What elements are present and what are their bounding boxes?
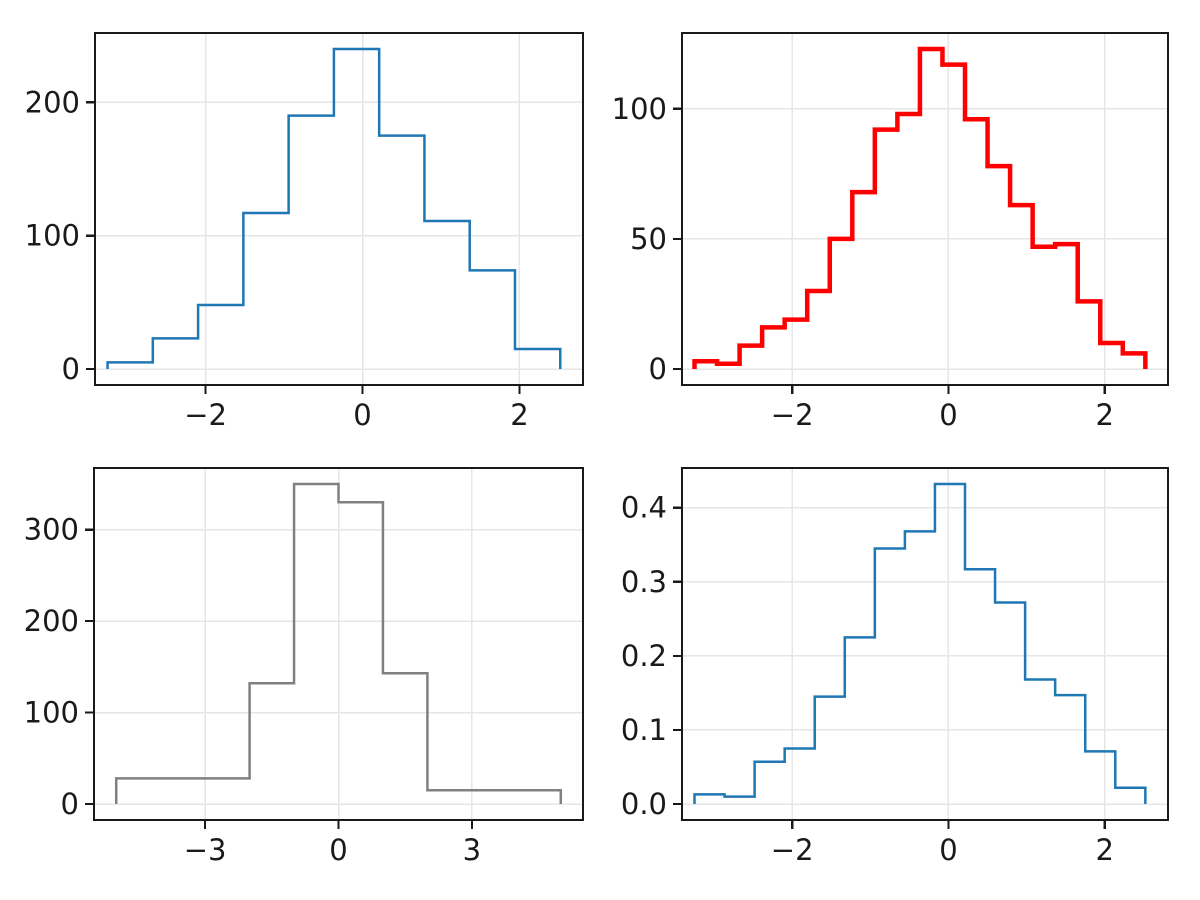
- y-tick-label: 200: [25, 85, 80, 119]
- x-tick-label: 2: [1095, 833, 1113, 867]
- y-tick-label: 200: [24, 604, 79, 638]
- histogram-line-hist-10-bins: [106, 47, 562, 369]
- x-tick-label: −3: [184, 833, 227, 867]
- subplot-top-left: −2 0 2 0 100 200: [25, 31, 585, 432]
- histogram-line-hist-20-bins: [692, 46, 1148, 369]
- histogram-line-hist-15-bins-density: [693, 482, 1147, 804]
- x-tick-label: 3: [463, 833, 481, 867]
- y-tick-label: 100: [25, 219, 80, 253]
- y-tick-label: 0: [649, 352, 667, 386]
- y-tick-label: 100: [24, 696, 79, 730]
- axes-frame: [680, 466, 1170, 822]
- y-tick-label: 0.2: [621, 639, 667, 673]
- x-tick-label: 0: [939, 833, 957, 867]
- x-tick-label: 0: [353, 398, 371, 432]
- subplot-bottom-right: −2 0 2 0.0 0.1 0.2 0.3 0.4: [621, 466, 1170, 867]
- y-tick-label: 50: [630, 222, 667, 256]
- x-tick-label: 0: [939, 398, 957, 432]
- y-tick-label: 0.3: [621, 565, 667, 599]
- axes-frame: [680, 31, 1170, 387]
- subplot-bottom-left: −3 0 3 0 100 200 300: [24, 466, 585, 867]
- y-tick-label: 0.0: [621, 787, 667, 821]
- x-tick-label: −2: [771, 833, 814, 867]
- x-tick-label: −2: [771, 398, 814, 432]
- subplot-top-right: −2 0 2 0 50 100: [612, 31, 1170, 432]
- y-tick-label: 0.1: [621, 713, 667, 747]
- axes-frame: [93, 31, 585, 387]
- y-tick-label: 300: [24, 513, 79, 547]
- y-tick-label: 0.4: [621, 491, 667, 525]
- x-tick-label: 2: [1095, 398, 1113, 432]
- x-tick-label: −2: [184, 398, 227, 432]
- y-tick-label: 0: [62, 352, 80, 386]
- x-tick-label: 2: [510, 398, 528, 432]
- x-tick-label: 0: [329, 833, 347, 867]
- histogram-line-hist-custom-bins: [114, 482, 563, 804]
- y-tick-label: 100: [612, 92, 667, 126]
- y-tick-label: 0: [61, 787, 79, 821]
